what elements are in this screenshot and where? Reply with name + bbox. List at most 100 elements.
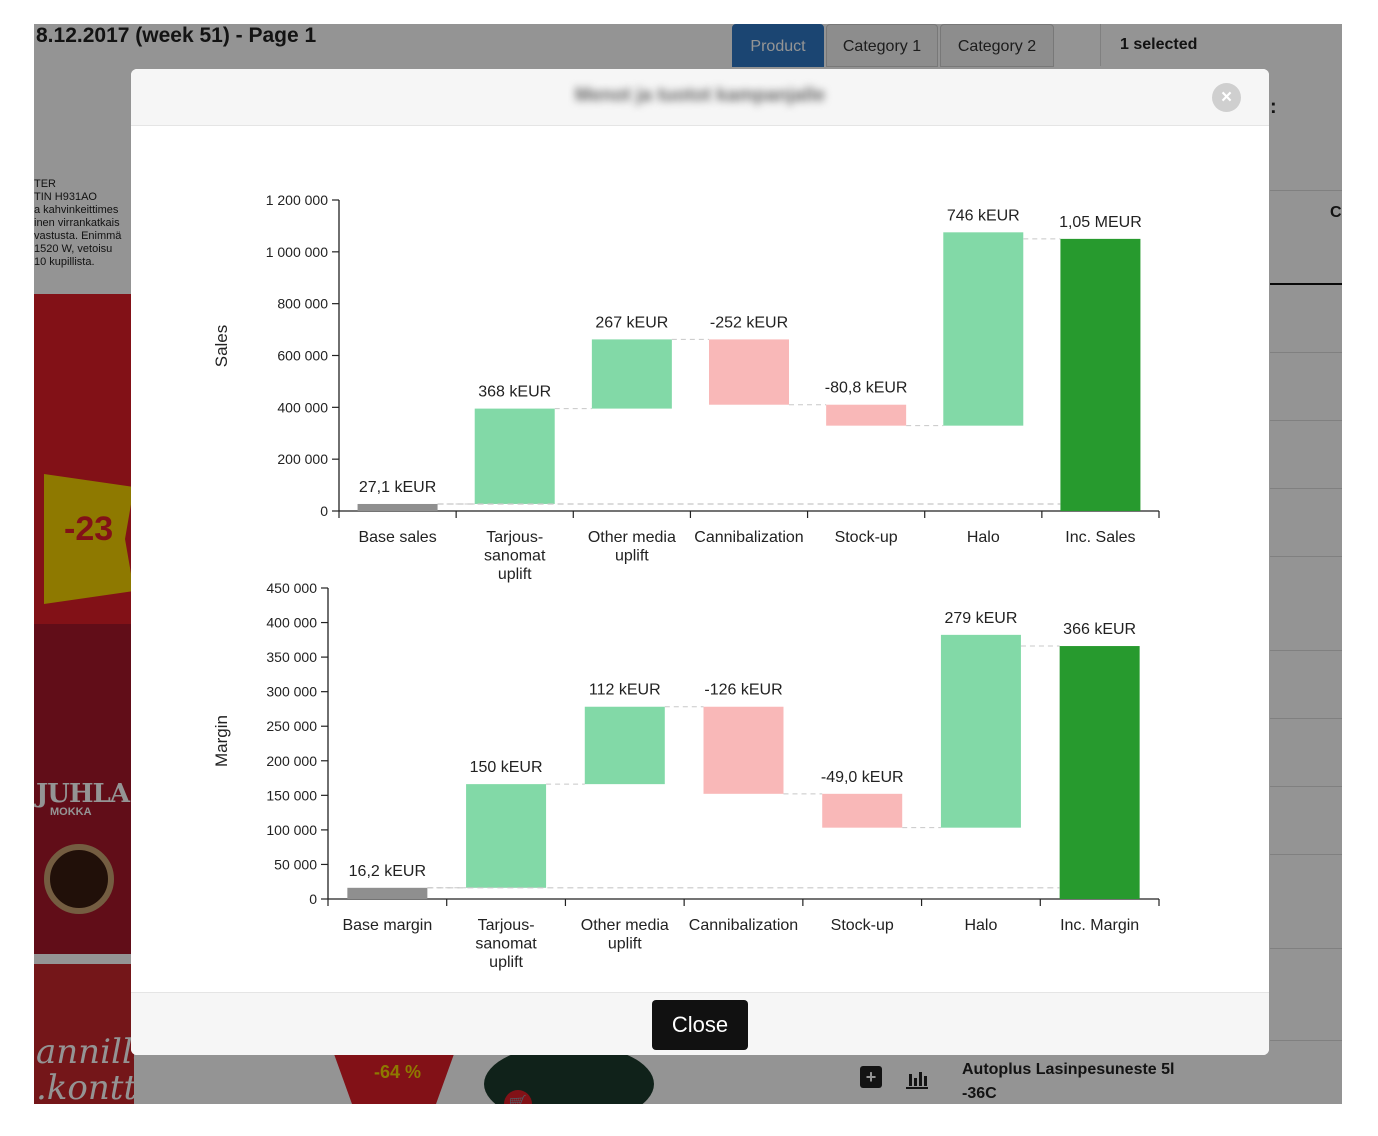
x-tick-label: Inc. Sales (1065, 529, 1135, 546)
data-label: -252 kEUR (710, 314, 788, 331)
y-tick-label: 450 000 (266, 580, 317, 596)
x-tick-label: Base margin (342, 917, 432, 934)
x-tick-label: Cannibalization (694, 529, 803, 546)
add-icon[interactable]: + (860, 1066, 882, 1088)
coffee-cup-icon (44, 844, 114, 914)
flyer-page[interactable]: TER TIN H931AO a kahvinkeittimes inen vi… (34, 174, 134, 1104)
page-title: 8.12.2017 (week 51) - Page 1 (36, 24, 317, 47)
data-label: 150 kEUR (470, 759, 543, 776)
x-tick-label: Tarjous-sanomat uplift (484, 529, 546, 583)
divider (1270, 556, 1342, 557)
waterfall-bar (466, 784, 547, 888)
waterfall-bar (584, 706, 665, 785)
flyer-discount-badge (44, 474, 134, 604)
x-tick-label: Stock-up (835, 529, 898, 546)
divider (1270, 190, 1342, 191)
y-tick-label: 1 200 000 (266, 192, 328, 208)
data-label: -80,8 kEUR (825, 380, 908, 397)
divider (1270, 718, 1342, 719)
waterfall-bar (940, 634, 1021, 828)
y-tick-label: 400 000 (266, 615, 317, 631)
x-tick-label: Base sales (358, 529, 436, 546)
divider (1270, 948, 1342, 949)
waterfall-bar (347, 887, 428, 899)
x-tick-label: Inc. Margin (1060, 917, 1139, 934)
data-label: -49,0 kEUR (821, 769, 904, 786)
y-tick-label: 400 000 (277, 399, 328, 415)
flyer-product-text: TER TIN H931AO a kahvinkeittimes inen vi… (34, 178, 122, 268)
data-label: 16,2 kEUR (349, 863, 426, 880)
column-header: C (1330, 204, 1342, 221)
y-tick-label: 1 000 000 (266, 244, 328, 260)
divider (1270, 650, 1342, 651)
chart-modal: Menot ja tuotot kampanjalle × Sales 0 200 … (131, 69, 1269, 1055)
bar-chart-icon[interactable] (904, 1064, 930, 1090)
flyer-script-text: annilla .kontti (36, 1032, 134, 1104)
data-label: 746 kEUR (947, 207, 1020, 224)
x-tick-label: Cannibalization (689, 917, 798, 934)
y-tick-label: 600 000 (277, 348, 328, 364)
divider (1270, 1040, 1342, 1041)
y-tick-label: 100 000 (266, 822, 317, 838)
waterfall-bar (591, 339, 672, 409)
modal-footer: Close (131, 992, 1269, 1055)
divider (1270, 854, 1342, 855)
y-tick-label: 150 000 (266, 787, 317, 803)
y-tick-label: 0 (320, 503, 328, 519)
data-label: 1,05 MEUR (1059, 214, 1142, 231)
flyer-brand-sub: MOKKA (50, 806, 92, 818)
flyer-bottom-block (34, 964, 134, 1104)
y-axis-label: Margin (212, 715, 231, 767)
y-tick-label: 200 000 (266, 753, 317, 769)
waterfall-bar (1059, 646, 1140, 899)
tab-category-2[interactable]: Category 2 (940, 24, 1054, 67)
divider (1100, 24, 1101, 66)
divider (1270, 786, 1342, 787)
y-tick-label: 50 000 (274, 856, 317, 872)
tab-category-1[interactable]: Category 1 (826, 24, 938, 67)
waterfall-bar (1060, 238, 1141, 511)
cart-icon[interactable]: 🛒 (504, 1090, 532, 1104)
close-button[interactable]: Close (652, 1000, 748, 1050)
data-label: 27,1 kEUR (359, 479, 436, 496)
x-tick-label: Other media uplift (588, 529, 676, 565)
waterfall-bar (357, 503, 438, 511)
y-tick-label: 300 000 (266, 684, 317, 700)
data-label: 279 kEUR (944, 610, 1017, 627)
waterfall-bar (474, 408, 555, 504)
divider (1270, 352, 1342, 353)
close-icon[interactable]: × (1212, 83, 1241, 112)
divider (1270, 420, 1342, 421)
y-axis-label: Sales (212, 325, 231, 368)
more-options-icon[interactable]: : (1270, 96, 1277, 118)
tab-product[interactable]: Product (732, 24, 824, 67)
divider (1270, 488, 1342, 489)
divider (1270, 283, 1342, 285)
waterfall-charts: Sales 0 200 000 400 000 600 000 800 000 1 000 … (212, 192, 1160, 971)
waterfall-bar (943, 232, 1024, 426)
data-label: 112 kEUR (589, 682, 661, 699)
promo-badge-text: -64 % (374, 1062, 422, 1082)
product-row: -64 % 🛒 + Autoplus Lasinpesuneste 5l -36… (164, 1044, 1342, 1104)
x-tick-label: Other media uplift (581, 917, 669, 953)
modal-header: Menot ja tuotot kampanjalle × (131, 69, 1269, 126)
y-tick-label: 350 000 (266, 649, 317, 665)
waterfall-bar (822, 793, 903, 828)
promo-badge (334, 1054, 454, 1104)
data-label: 368 kEUR (478, 384, 551, 401)
waterfall-bar (703, 706, 784, 794)
product-name[interactable]: Autoplus Lasinpesuneste 5l -36C (962, 1061, 1175, 1102)
data-label: -126 kEUR (704, 682, 782, 699)
y-tick-label: 250 000 (266, 718, 317, 734)
flyer-discount-text: -23 (64, 510, 114, 548)
flyer-brand: JUHLA (36, 779, 130, 809)
y-tick-label: 800 000 (277, 296, 328, 312)
modal-title: Menot ja tuotot kampanjalle (574, 85, 826, 106)
x-tick-label: Halo (964, 917, 997, 934)
waterfall-bar (709, 339, 789, 405)
x-tick-label: Tarjous-sanomat uplift (475, 917, 537, 971)
x-tick-label: Stock-up (831, 917, 894, 934)
waterfall-bar (826, 404, 907, 426)
selection-count[interactable]: 1 selected (1120, 36, 1198, 53)
data-label: 267 kEUR (595, 314, 668, 331)
